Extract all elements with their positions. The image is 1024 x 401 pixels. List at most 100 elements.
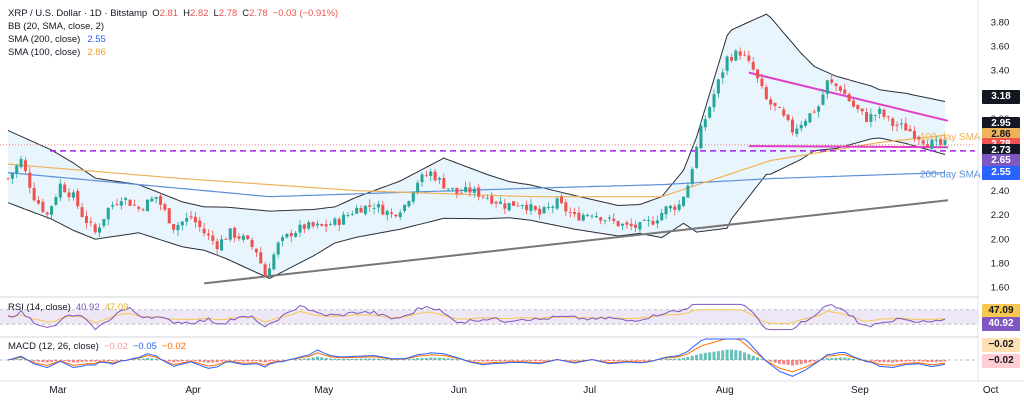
bb-lower-line bbox=[7, 137, 946, 280]
candle-body bbox=[625, 222, 629, 225]
macd-hist-bar bbox=[830, 358, 834, 360]
macd-hist-bar bbox=[869, 360, 873, 361]
candle-body bbox=[176, 224, 180, 231]
macd-hist-bar bbox=[799, 360, 803, 365]
macd-hist-bar bbox=[690, 355, 694, 360]
candle-body bbox=[764, 87, 768, 100]
macd-hist-bar bbox=[725, 349, 729, 360]
macd-hist-bar bbox=[865, 360, 869, 361]
candle-body bbox=[128, 199, 132, 206]
macd-hist-bar bbox=[603, 360, 607, 361]
candle-body bbox=[555, 198, 559, 209]
macd-hist-bar bbox=[939, 360, 943, 362]
macd-legend[interactable]: MACD (12, 26, close) −0.02 −0.05 −0.02 bbox=[8, 341, 186, 352]
candle-body bbox=[586, 214, 590, 216]
candle-body bbox=[442, 178, 446, 189]
macd-hist-bar bbox=[838, 357, 842, 360]
candle-body bbox=[904, 123, 908, 131]
candle-body bbox=[681, 196, 686, 206]
candle-body bbox=[193, 216, 197, 223]
macd-hist-bar bbox=[241, 360, 245, 362]
candle-body bbox=[638, 222, 642, 230]
macd-hist-bar bbox=[677, 358, 681, 360]
candle-body bbox=[851, 100, 855, 107]
candle-body bbox=[891, 118, 895, 126]
macd-hist-bar bbox=[224, 360, 228, 361]
macd-hist-bar bbox=[546, 360, 550, 361]
macd-hist-bar bbox=[921, 360, 925, 362]
macd-hist-bar bbox=[490, 360, 494, 362]
macd-hist-bar bbox=[699, 353, 703, 360]
candle-body bbox=[503, 203, 507, 209]
rsi-legend[interactable]: RSI (14, close) 40.92 47.09 bbox=[8, 302, 129, 313]
candle-body bbox=[215, 241, 219, 250]
macd-hist-bar bbox=[629, 360, 633, 361]
candle-body bbox=[751, 61, 755, 70]
candle-body bbox=[912, 130, 917, 139]
candle-body bbox=[198, 220, 202, 228]
candle-body bbox=[760, 78, 764, 87]
candle-body bbox=[433, 171, 437, 181]
candle-body bbox=[93, 224, 97, 233]
candle-body bbox=[686, 185, 690, 198]
candle-body bbox=[777, 107, 781, 109]
macd-hist-bar bbox=[668, 358, 672, 360]
chart-legend: XRP / U.S. Dollar · 1D · Bitstamp O2.81 … bbox=[8, 7, 338, 59]
candle-body bbox=[342, 214, 346, 225]
macd-hist-bar bbox=[424, 357, 428, 360]
candle-body bbox=[660, 212, 664, 221]
candle-body bbox=[398, 212, 402, 218]
candle-body bbox=[250, 239, 254, 247]
candle-body bbox=[769, 99, 773, 105]
macd-hist-bar bbox=[878, 360, 882, 363]
time-tick-label: Aug bbox=[716, 385, 734, 396]
candle-body bbox=[590, 215, 594, 217]
macd-hist-bar bbox=[15, 359, 19, 360]
candle-body bbox=[716, 79, 720, 94]
macd-hist-bar bbox=[429, 357, 433, 360]
macd-hist-bar bbox=[516, 360, 520, 361]
rsi-value-label: 40.92 bbox=[982, 317, 1020, 331]
candle-body bbox=[124, 198, 128, 200]
candle-body bbox=[934, 140, 938, 142]
candle-body bbox=[642, 220, 646, 221]
macd-signal-label: −0.02 bbox=[982, 338, 1020, 352]
candle-body bbox=[655, 220, 659, 224]
candle-body bbox=[119, 201, 123, 206]
time-tick-label: Oct bbox=[983, 385, 999, 396]
candle-body bbox=[817, 106, 821, 112]
candle-body bbox=[19, 159, 23, 168]
bb-legend[interactable]: BB (20, SMA, close, 2) bbox=[8, 21, 105, 32]
macd-hist-bar bbox=[520, 360, 524, 361]
candle-body bbox=[320, 224, 324, 226]
candle-body bbox=[878, 108, 882, 114]
candle-body bbox=[612, 218, 616, 221]
candle-body bbox=[926, 144, 930, 148]
macd-hist-bar bbox=[324, 357, 328, 360]
macd-hist-bar bbox=[215, 360, 219, 363]
macd-hist-bar bbox=[481, 360, 485, 362]
sma200-line bbox=[7, 172, 946, 198]
candle-body bbox=[542, 207, 546, 214]
sma100-legend[interactable]: SMA (100, close) 2.86 bbox=[8, 47, 106, 58]
macd-hist-bar bbox=[708, 352, 712, 360]
macd-hist-bar bbox=[926, 360, 930, 362]
macd-hist-bar bbox=[176, 360, 180, 362]
macd-hist-bar bbox=[891, 360, 895, 363]
macd-hist-bar bbox=[681, 357, 686, 360]
ohlc-change: −0.03 (−0.91%) bbox=[272, 8, 339, 19]
candle-body bbox=[206, 233, 210, 236]
candle-body bbox=[89, 221, 93, 223]
candle-body bbox=[908, 129, 912, 132]
macd-hist-bar bbox=[751, 355, 755, 360]
candle-body bbox=[220, 239, 224, 251]
rsi-pane bbox=[0, 303, 978, 331]
candle-body bbox=[581, 215, 585, 221]
time-tick-label: Mar bbox=[49, 385, 67, 396]
macd-hist-bar bbox=[71, 360, 75, 363]
macd-hist-bar bbox=[512, 360, 516, 361]
macd-hist-bar bbox=[150, 358, 154, 360]
candle-body bbox=[821, 94, 825, 105]
sma200-legend[interactable]: SMA (200, close) 2.55 bbox=[8, 34, 106, 45]
